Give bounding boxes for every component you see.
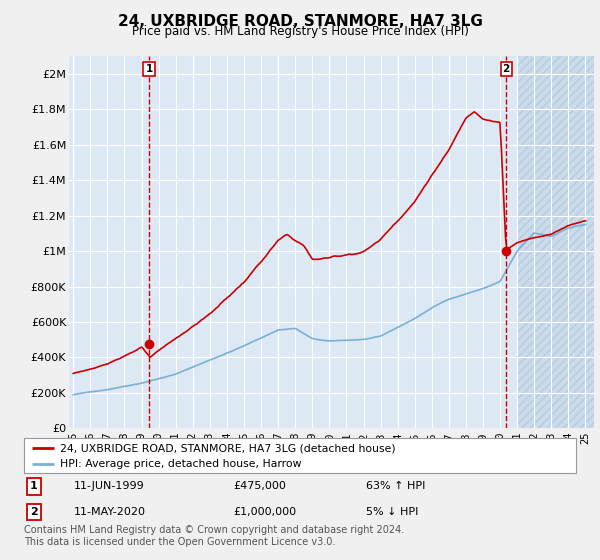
Text: Price paid vs. HM Land Registry's House Price Index (HPI): Price paid vs. HM Land Registry's House …	[131, 25, 469, 38]
Text: Contains HM Land Registry data © Crown copyright and database right 2024.
This d: Contains HM Land Registry data © Crown c…	[24, 525, 404, 547]
Text: 11-MAY-2020: 11-MAY-2020	[74, 507, 146, 517]
Text: 2: 2	[30, 507, 38, 517]
Text: 2: 2	[503, 64, 510, 74]
Text: £1,000,000: £1,000,000	[234, 507, 297, 517]
Text: £475,000: £475,000	[234, 482, 287, 492]
Text: 5% ↓ HPI: 5% ↓ HPI	[366, 507, 419, 517]
Bar	[517, 56, 594, 428]
Text: 24, UXBRIDGE ROAD, STANMORE, HA7 3LG: 24, UXBRIDGE ROAD, STANMORE, HA7 3LG	[118, 14, 482, 29]
Text: HPI: Average price, detached house, Harrow: HPI: Average price, detached house, Harr…	[60, 459, 301, 469]
Text: 24, UXBRIDGE ROAD, STANMORE, HA7 3LG (detached house): 24, UXBRIDGE ROAD, STANMORE, HA7 3LG (de…	[60, 443, 395, 453]
Text: 63% ↑ HPI: 63% ↑ HPI	[366, 482, 425, 492]
Text: 11-JUN-1999: 11-JUN-1999	[74, 482, 145, 492]
Text: 1: 1	[30, 482, 38, 492]
Text: 1: 1	[145, 64, 152, 74]
